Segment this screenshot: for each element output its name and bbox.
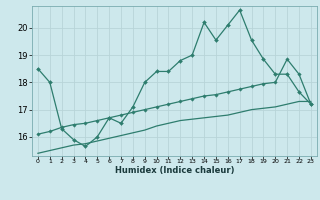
X-axis label: Humidex (Indice chaleur): Humidex (Indice chaleur) — [115, 166, 234, 175]
